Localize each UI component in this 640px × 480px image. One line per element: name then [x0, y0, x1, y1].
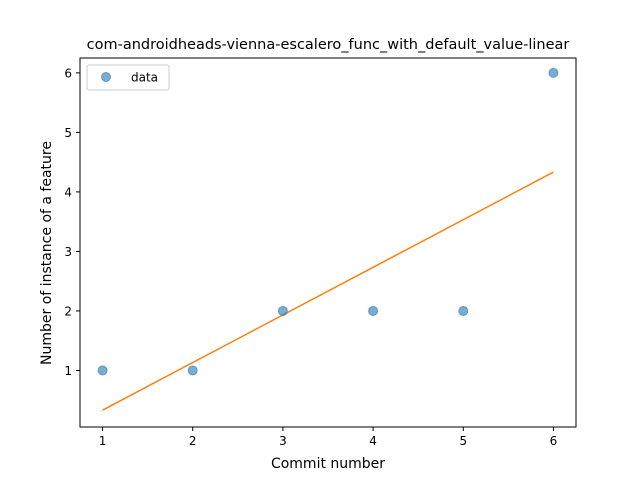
legend: data — [86, 64, 170, 91]
legend-box — [86, 64, 170, 91]
data-point — [368, 305, 379, 316]
y-tick-label: 6 — [64, 66, 72, 80]
y-tick-label: 5 — [64, 126, 72, 140]
x-tick-label: 4 — [369, 434, 377, 448]
x-tick-label: 3 — [279, 434, 287, 448]
y-tick-label: 4 — [64, 185, 72, 199]
chart-title: com-androidheads-vienna-escalero_func_wi… — [87, 37, 570, 53]
y-axis-label: Number of instance of a feature — [39, 141, 55, 365]
y-tick-label: 3 — [64, 245, 72, 259]
data-point — [548, 67, 559, 78]
fit-line — [102, 171, 554, 411]
data-point — [277, 305, 288, 316]
axes-frame — [79, 57, 577, 428]
legend-marker-data — [101, 72, 111, 82]
data-point — [458, 305, 469, 316]
x-tick-label: 2 — [189, 434, 197, 448]
data-point — [97, 365, 108, 376]
x-tick-label: 1 — [99, 434, 107, 448]
x-tick-label: 6 — [550, 434, 558, 448]
x-axis-label: Commit number — [271, 456, 385, 472]
plot-area: 1 2 3 4 5 6 1 2 3 4 5 6 — [64, 57, 577, 448]
x-tick-label: 5 — [459, 434, 467, 448]
data-point — [187, 365, 198, 376]
y-tick-label: 2 — [64, 304, 72, 318]
legend-label-data: data — [131, 71, 158, 85]
y-tick-label: 1 — [64, 364, 72, 378]
